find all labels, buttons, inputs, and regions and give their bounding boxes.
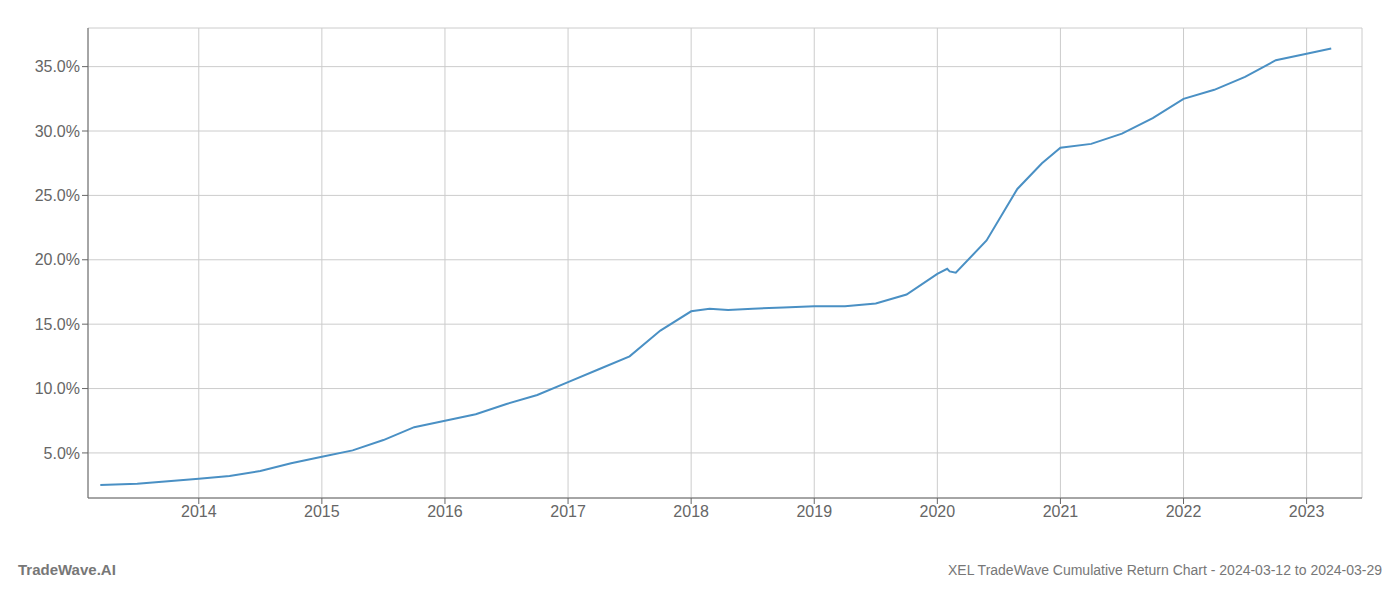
svg-text:20.0%: 20.0% bbox=[35, 251, 80, 268]
html-text:TradeWave.AI: TradeWave.AI bbox=[18, 561, 116, 578]
svg-text:2016: 2016 bbox=[427, 503, 463, 520]
html-text:XEL TradeWave Cumulative Retur: XEL TradeWave Cumulative Return Chart - … bbox=[948, 562, 1382, 578]
svg-text:2019: 2019 bbox=[796, 503, 832, 520]
svg-text:5.0%: 5.0% bbox=[44, 445, 80, 462]
svg-text:2020: 2020 bbox=[920, 503, 956, 520]
svg-text:2015: 2015 bbox=[304, 503, 340, 520]
svg-text:2021: 2021 bbox=[1043, 503, 1079, 520]
svg-text:2017: 2017 bbox=[550, 503, 586, 520]
svg-text:2023: 2023 bbox=[1289, 503, 1325, 520]
svg-text:2018: 2018 bbox=[673, 503, 709, 520]
svg-text:35.0%: 35.0% bbox=[35, 58, 80, 75]
svg-text:2014: 2014 bbox=[181, 503, 217, 520]
svg-text:30.0%: 30.0% bbox=[35, 123, 80, 140]
svg-text:10.0%: 10.0% bbox=[35, 380, 80, 397]
svg-text:2022: 2022 bbox=[1166, 503, 1202, 520]
svg-text:15.0%: 15.0% bbox=[35, 316, 80, 333]
svg-text:25.0%: 25.0% bbox=[35, 187, 80, 204]
